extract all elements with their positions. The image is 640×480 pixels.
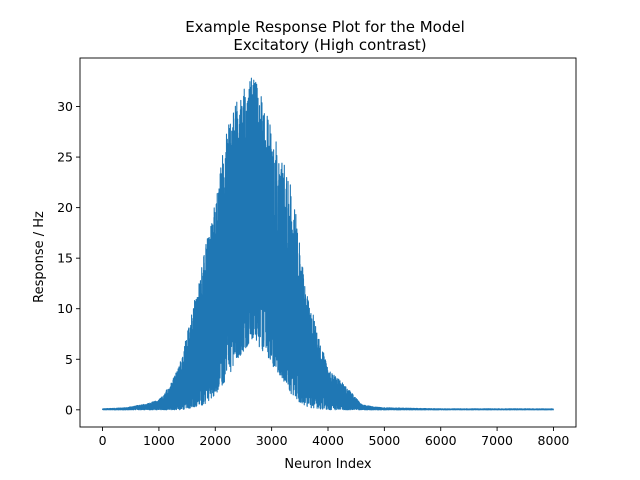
y-tick-label: 20 [57, 200, 73, 215]
y-tick-label: 0 [65, 402, 73, 417]
y-tick-label: 15 [57, 251, 73, 266]
x-axis-label: Neuron Index [284, 457, 371, 472]
x-tick-label: 6000 [425, 433, 457, 448]
y-tick-label: 30 [57, 99, 73, 114]
y-axis-label: Response / Hz [32, 211, 47, 303]
plot-area [102, 77, 554, 411]
y-axis-ticks: 0 5 10 15 20 25 30 [57, 99, 80, 417]
y-tick-label: 5 [65, 352, 73, 367]
x-tick-label: 5000 [368, 433, 400, 448]
x-tick-label: 8000 [538, 433, 570, 448]
y-tick-label: 10 [57, 301, 73, 316]
x-axis-ticks: 0 1000 2000 3000 4000 5000 6000 7000 8000 [99, 427, 570, 448]
x-tick-label: 1000 [143, 433, 175, 448]
chart-subtitle: Excitatory (High contrast) [233, 36, 426, 54]
x-tick-label: 3000 [256, 433, 288, 448]
response-series-line [102, 77, 554, 411]
axes-frame [79, 57, 577, 428]
x-tick-label: 2000 [199, 433, 231, 448]
x-tick-label: 0 [99, 433, 107, 448]
x-tick-label: 7000 [481, 433, 513, 448]
chart-title: Example Response Plot for the Model [185, 18, 465, 36]
y-tick-label: 25 [57, 150, 73, 165]
x-tick-label: 4000 [312, 433, 344, 448]
